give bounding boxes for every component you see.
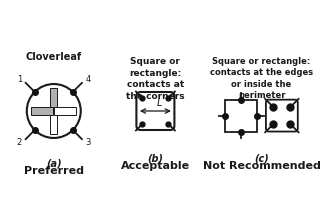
Text: Square or rectangle:
contacts at the edges
or inside the
perimeter: Square or rectangle: contacts at the edg… <box>210 57 313 100</box>
Text: Not Recommended: Not Recommended <box>203 161 320 170</box>
Text: 1: 1 <box>17 75 22 84</box>
Bar <box>54 107 76 115</box>
Bar <box>50 112 58 134</box>
Text: Cloverleaf: Cloverleaf <box>26 52 82 62</box>
Text: 2: 2 <box>17 138 22 147</box>
Text: Preferred: Preferred <box>24 166 84 176</box>
Text: 4: 4 <box>85 75 91 84</box>
Text: $L$: $L$ <box>156 96 163 108</box>
FancyBboxPatch shape <box>266 100 298 132</box>
Text: Square or
rectangle:
contacts at
the corners: Square or rectangle: contacts at the cor… <box>126 57 185 101</box>
Bar <box>226 100 257 132</box>
Text: 3: 3 <box>85 138 91 147</box>
Bar <box>31 107 53 115</box>
Text: (c): (c) <box>254 154 269 164</box>
Bar <box>50 88 58 110</box>
Text: Acceptable: Acceptable <box>121 161 190 170</box>
Text: (b): (b) <box>148 154 164 164</box>
Text: (a): (a) <box>46 158 61 168</box>
FancyBboxPatch shape <box>136 92 174 130</box>
